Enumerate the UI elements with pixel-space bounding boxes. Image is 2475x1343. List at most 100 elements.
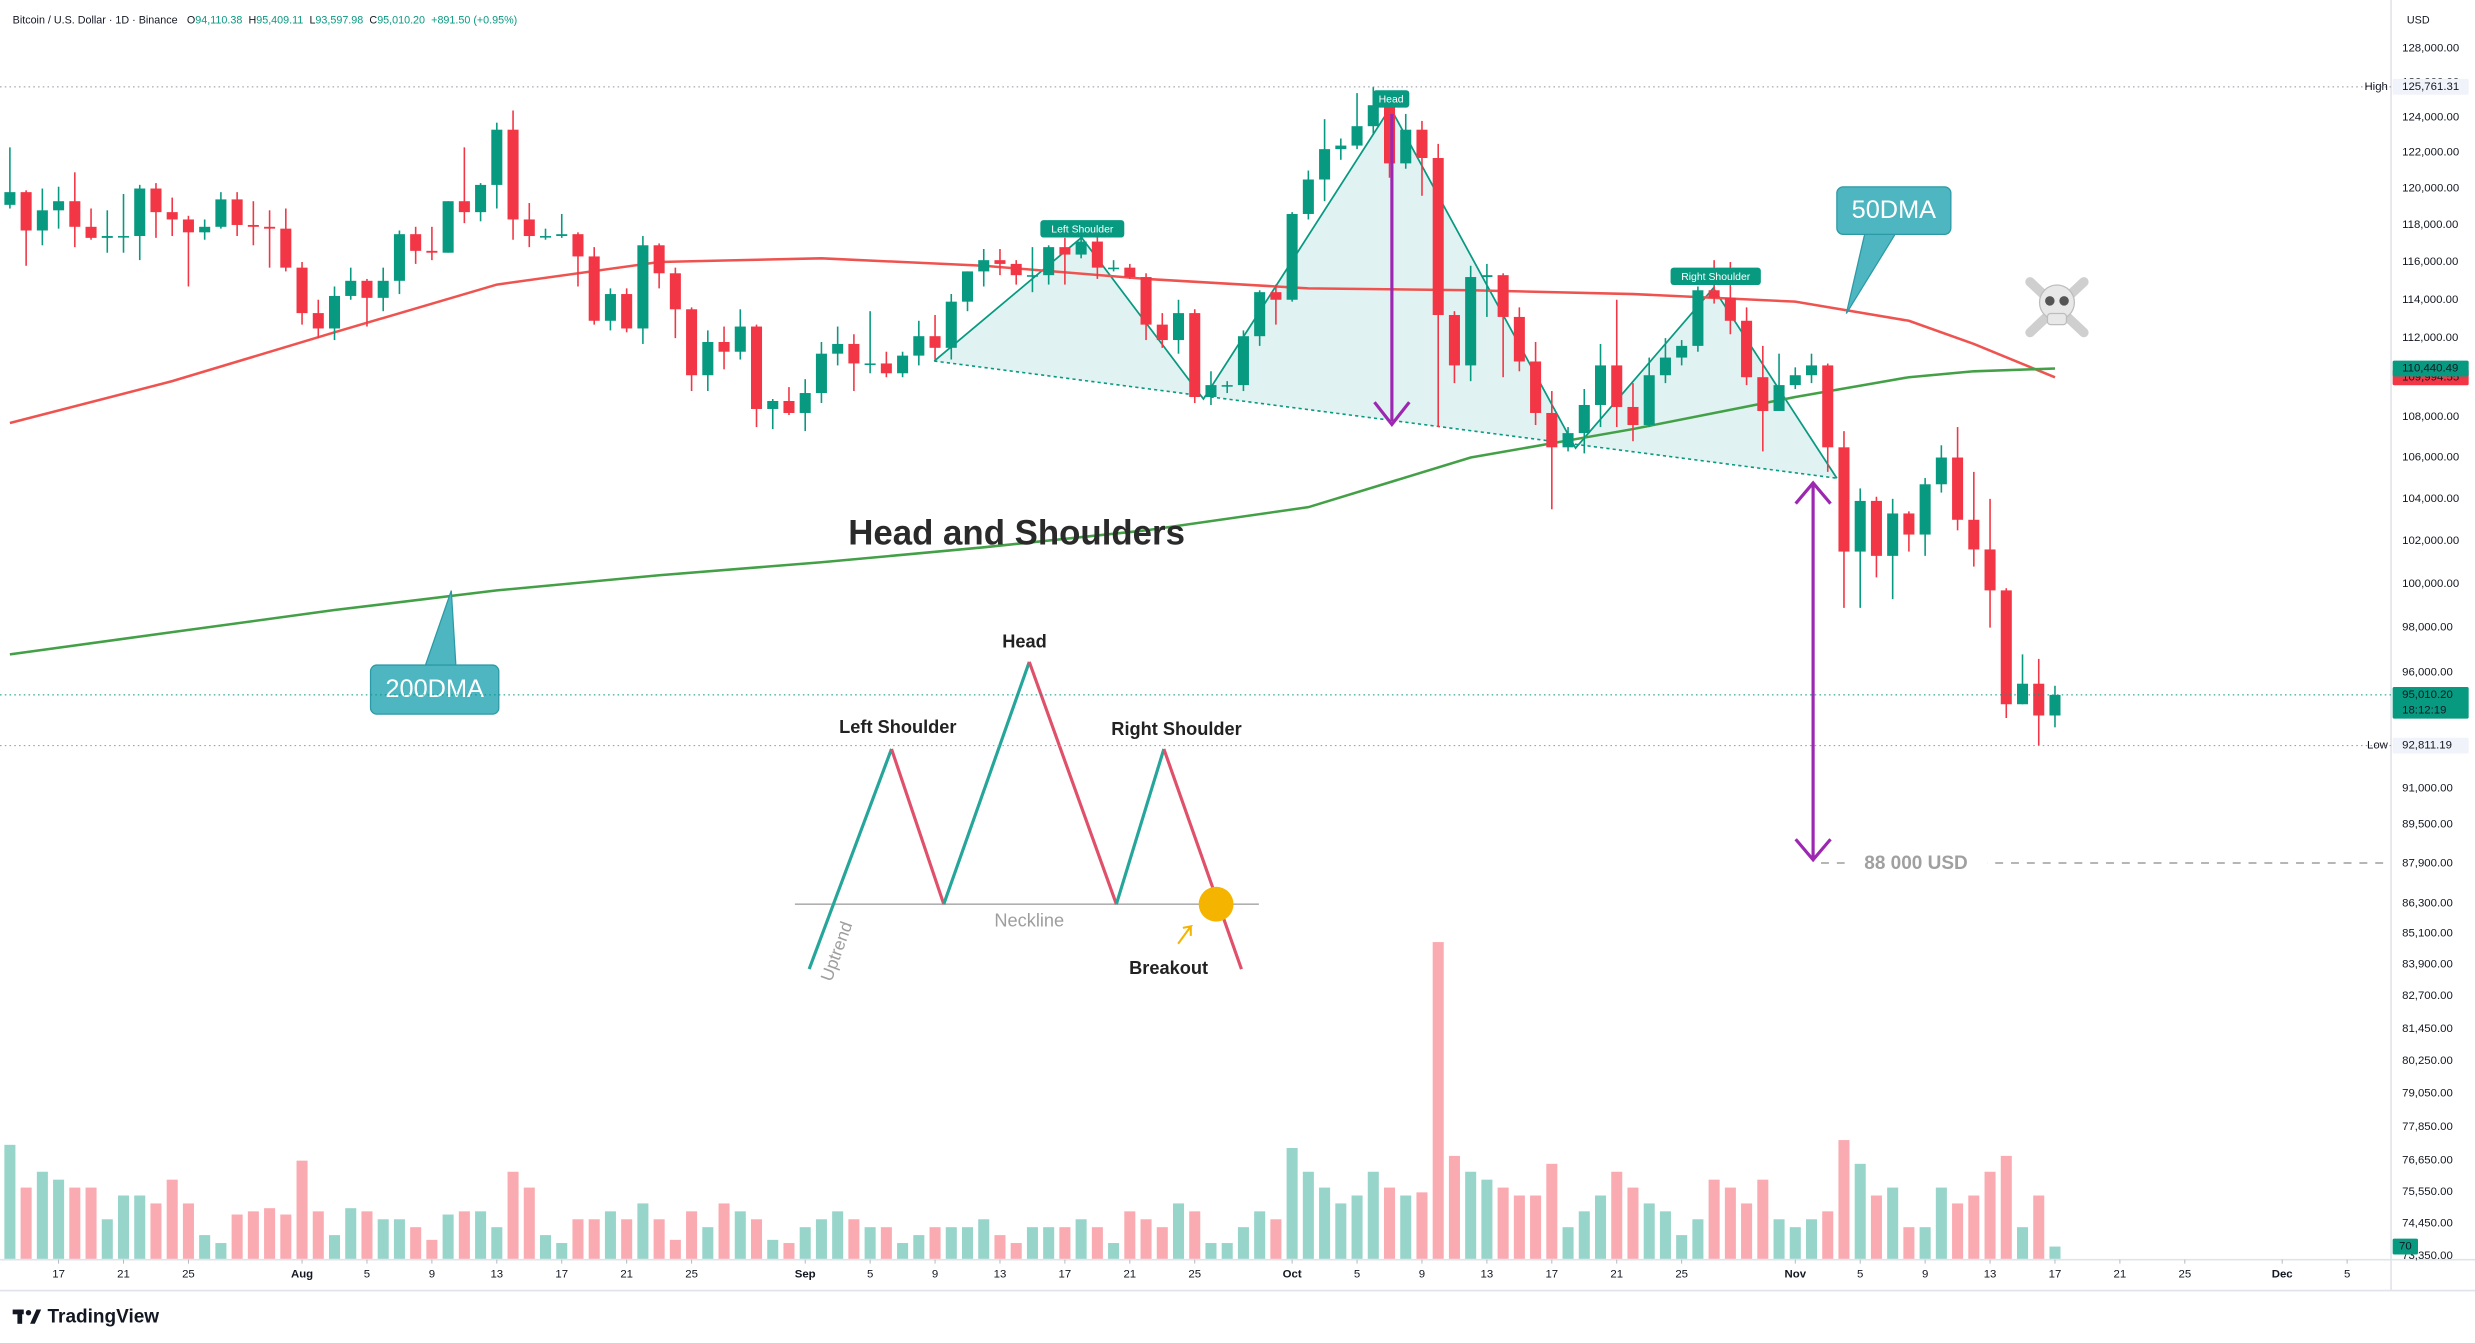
candle-body	[1935, 457, 1947, 485]
volume-bar	[377, 1219, 389, 1259]
candle-body	[1075, 241, 1087, 255]
schematic-head: Head	[1002, 632, 1047, 652]
y-tick-label: 79,050.00	[2402, 1088, 2453, 1100]
volume-bar	[929, 1227, 941, 1259]
x-tick-label: 17	[1059, 1269, 1072, 1281]
price-box	[2392, 360, 2469, 377]
volume-bar	[117, 1195, 130, 1259]
x-tick-label: 9	[1419, 1269, 1425, 1281]
volume-bar	[1221, 1243, 1233, 1259]
x-tick-label: 25	[1188, 1269, 1201, 1281]
x-tick-label: 5	[1354, 1269, 1360, 1281]
volume-bar	[101, 1219, 113, 1259]
ma-line	[9, 367, 2056, 656]
candle-body	[1172, 313, 1185, 341]
candle-body	[1302, 179, 1314, 214]
volume-bar	[1172, 1203, 1185, 1259]
candle-body	[1205, 385, 1217, 398]
candle-body	[864, 363, 876, 366]
schematic-left-shoulder: Left Shoulder	[839, 717, 956, 737]
candle-body	[994, 260, 1006, 264]
candle-body	[182, 219, 194, 233]
candle-body	[1708, 290, 1720, 298]
candle-body	[328, 295, 341, 329]
volume-bar	[1481, 1179, 1493, 1259]
volume-bar	[1708, 1179, 1720, 1259]
candle-body	[1562, 433, 1574, 448]
volume-bar	[1497, 1187, 1509, 1259]
ohlc-value: 95,010.20	[377, 14, 425, 26]
candle-body	[150, 188, 162, 213]
volume-bar	[1367, 1171, 1379, 1259]
candle-body	[1919, 484, 1931, 535]
candle-body	[1124, 267, 1136, 278]
candle-body	[1627, 406, 1639, 426]
candle-body	[1530, 361, 1542, 413]
left-shoulder-label: Left Shoulder	[1051, 224, 1114, 235]
ohlc-key: L	[309, 14, 315, 26]
volume-bar	[718, 1203, 730, 1259]
volume-bar	[1108, 1243, 1120, 1259]
volume-bar	[2000, 1155, 2012, 1259]
candle-body	[523, 219, 535, 237]
ma-last-label: 110,440.49	[2402, 363, 2458, 375]
x-tick-label: 13	[1984, 1269, 1997, 1281]
volume-bar	[978, 1219, 990, 1259]
volume-bar	[588, 1219, 600, 1259]
volume-bar	[53, 1179, 65, 1259]
candle-body	[1676, 345, 1688, 358]
y-tick-label: 128,000.00	[2402, 43, 2459, 55]
x-tick-label: Dec	[2272, 1269, 2293, 1281]
x-tick-label: 17	[1545, 1269, 1558, 1281]
volume-bar	[1643, 1203, 1655, 1259]
volume-bar	[783, 1243, 795, 1259]
x-tick-label: 21	[620, 1269, 633, 1281]
volume-bar	[767, 1239, 779, 1259]
volume-bar	[1903, 1227, 1915, 1259]
candle-body	[231, 199, 243, 225]
x-tick-label: 21	[1123, 1269, 1136, 1281]
candle-body	[1400, 129, 1412, 164]
candle-body	[507, 129, 519, 220]
volume-bar	[1075, 1219, 1087, 1259]
ohlc-value: 95,409.11	[256, 14, 303, 26]
ohlc-value: 93,597.98	[315, 14, 363, 26]
volume-bar	[1270, 1219, 1282, 1259]
volume-bar	[1383, 1187, 1396, 1259]
y-tick-label: 102,000.00	[2402, 535, 2459, 547]
candle-body	[1270, 292, 1282, 300]
volume-bar	[1189, 1211, 1201, 1259]
candle-body	[1140, 277, 1152, 325]
candle-body	[475, 184, 487, 213]
candle-body	[4, 192, 16, 205]
arrow-head	[1794, 480, 1832, 505]
candle-body	[556, 234, 568, 237]
y-tick-label: 87,900.00	[2402, 858, 2453, 870]
candle-body	[1984, 549, 1996, 591]
candle-body	[199, 226, 211, 233]
label-box	[1372, 90, 1410, 108]
candle-body	[1010, 263, 1022, 276]
breakout-arrow	[1177, 924, 1194, 945]
volume-last-label: 70	[2399, 1241, 2412, 1253]
volume-bar	[1465, 1171, 1477, 1259]
target-bg	[1844, 850, 1988, 876]
candle-body	[1351, 126, 1363, 146]
y-tick-label: 85,100.00	[2402, 928, 2453, 940]
volume-bar	[1140, 1219, 1152, 1259]
volume-layer	[4, 942, 2061, 1259]
candle-body	[1659, 357, 1671, 376]
x-tick-label: 17	[555, 1269, 568, 1281]
volume-bar	[166, 1179, 178, 1259]
y-tick-label: 120,000.00	[2402, 183, 2459, 195]
candle-body	[361, 280, 373, 298]
volume-bar	[215, 1243, 227, 1259]
breakout-dot	[1198, 886, 1234, 922]
volume-bar	[280, 1214, 292, 1259]
volume-bar	[604, 1211, 616, 1259]
candle-body	[686, 309, 698, 376]
candle-body	[539, 236, 552, 238]
candle-body	[1692, 290, 1704, 346]
volume-bar	[1887, 1187, 1899, 1259]
volume-bar	[1286, 1147, 1298, 1259]
